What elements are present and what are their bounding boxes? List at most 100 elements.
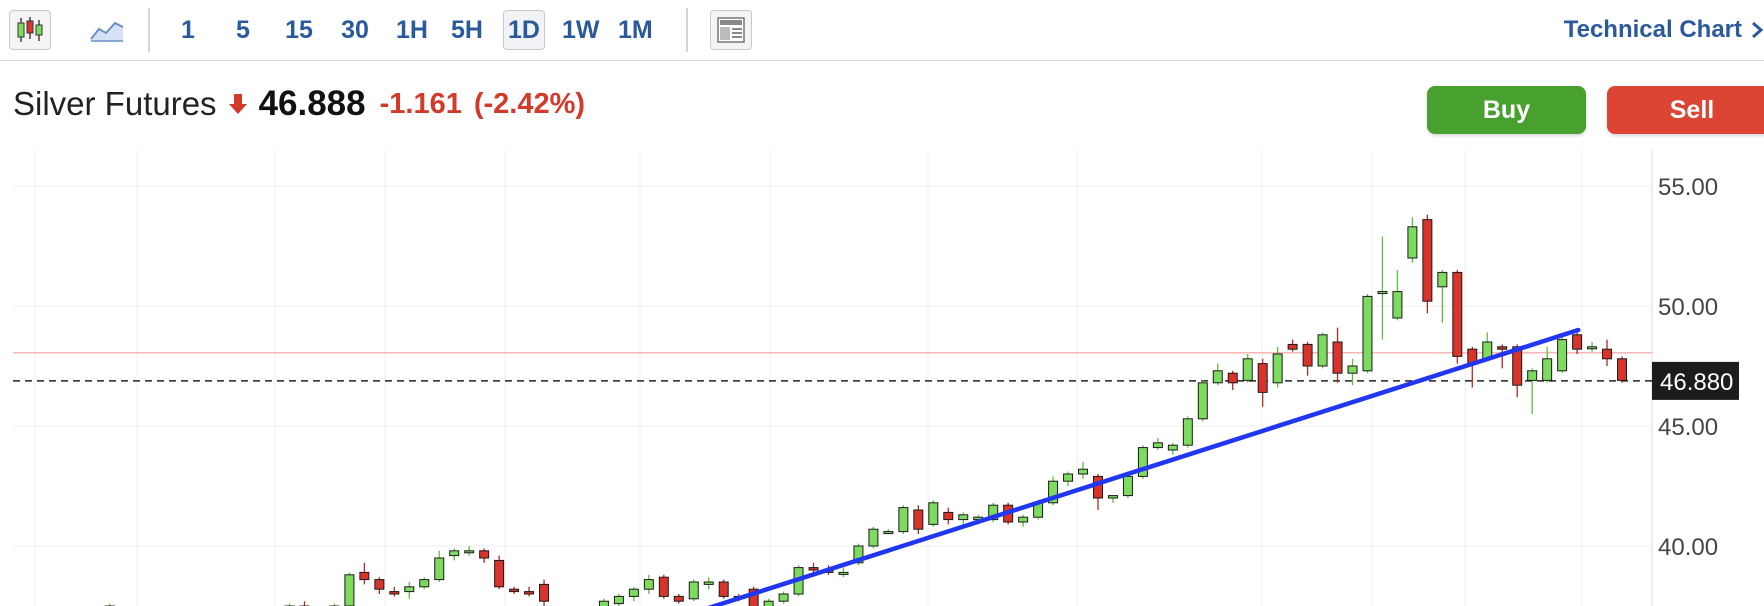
candle-body [1152,442,1163,449]
candle-body [1287,343,1298,350]
candle-body [1122,475,1133,497]
y-tick-label: 45.00 [1658,414,1718,441]
candle-body [943,511,954,521]
candle-body [613,595,624,605]
candle-body [449,550,460,557]
candle-body [1092,475,1103,499]
candle-body [628,588,639,597]
candle-body [883,531,894,535]
candle-body [1317,334,1328,367]
candlestick-icon[interactable] [9,10,51,50]
candle-body [1272,353,1283,384]
instrument-name: Silver Futures [13,85,217,122]
candle-body [1302,343,1313,367]
candle-body [643,579,654,590]
candle-body [1512,346,1523,386]
candle-body [1018,516,1029,523]
candle-body [479,550,490,559]
last-price: 46.888 [258,84,366,123]
candle-body [913,509,924,530]
sell-button[interactable]: Sell [1607,86,1764,134]
interval-1h[interactable]: 1H [396,15,428,44]
candle-body [509,588,520,593]
current-price-label: 46.880 [1660,369,1733,396]
layout-icon[interactable] [710,10,752,50]
candle-body [673,595,684,602]
candle-body [778,593,789,602]
candle-body [838,571,849,575]
candle-body [1572,334,1583,350]
candle-body [1392,291,1403,319]
candle-body [688,581,699,600]
candle-body [1227,372,1238,384]
candle-body [1527,370,1538,381]
candle-body [1557,339,1568,372]
candle-body [434,557,445,581]
candle-body [539,583,550,602]
price-change: -1.161 [379,87,462,120]
candle-body [1212,370,1223,384]
interval-1m[interactable]: 1M [618,15,653,44]
candle-body [1257,363,1268,393]
candle-body [1422,219,1433,302]
interval-5h[interactable]: 5H [451,15,483,44]
candle-body [1063,473,1074,482]
candle-body [1407,226,1418,259]
interval-1[interactable]: 1 [181,15,195,44]
candlestick-chart[interactable]: 55.00 50.00 45.00 40.00 46.880 [0,150,1764,606]
candle-body [658,576,669,597]
candle-body [853,545,864,564]
candle-body [763,600,774,606]
candle-body [988,504,999,521]
candle-body [344,574,355,606]
y-tick-label: 40.00 [1658,534,1718,561]
current-price-tag [1652,361,1739,400]
candle-body [1362,295,1373,372]
trendline [707,327,1581,606]
candle-body [1347,365,1358,374]
buy-button[interactable]: Buy [1427,86,1586,134]
candle-body [1452,271,1463,357]
candle-body [419,579,430,588]
candle-body [1107,495,1118,499]
technical-chart-label: Technical Chart [1563,16,1742,43]
candle-body [1167,444,1178,451]
interval-1d[interactable]: 1D [503,10,545,50]
y-tick-label: 50.00 [1658,294,1718,321]
candle-body [898,507,909,533]
candle-body [464,550,475,554]
candle-body [494,559,505,588]
candle-body [389,591,400,595]
quote-header: Silver Futures 46.888 -1.161 (-2.42%) [13,82,585,126]
candle-body [598,600,609,606]
candle-body [1137,447,1148,477]
technical-chart-link[interactable]: Technical Chart [1564,12,1764,48]
candle-body [404,586,415,593]
candle-body [524,591,535,595]
candle-body [1048,480,1059,504]
interval-5[interactable]: 5 [236,15,250,44]
candle-body [928,502,939,525]
candle-body [703,581,714,585]
candle-body [718,581,729,597]
candle-body [359,571,370,581]
candle-body [1587,346,1598,350]
candle-body [1242,358,1253,381]
price-change-percent: (-2.42%) [473,87,586,120]
candle-body [1437,271,1448,288]
candle-body [1078,468,1089,475]
area-chart-icon[interactable] [86,10,128,50]
interval-1w[interactable]: 1W [562,15,600,44]
candle-body [1332,341,1343,374]
interval-30[interactable]: 30 [341,15,369,44]
candle-body [1197,382,1208,420]
toolbar-divider [686,8,688,52]
y-tick-label: 55.00 [1658,174,1718,201]
candle-body [1497,346,1508,350]
candle-body [1182,418,1193,446]
candle-body [1542,358,1553,381]
candle-body [374,579,385,590]
arrow-down-icon [228,93,247,115]
candle-body [958,514,969,521]
interval-15[interactable]: 15 [285,15,313,44]
